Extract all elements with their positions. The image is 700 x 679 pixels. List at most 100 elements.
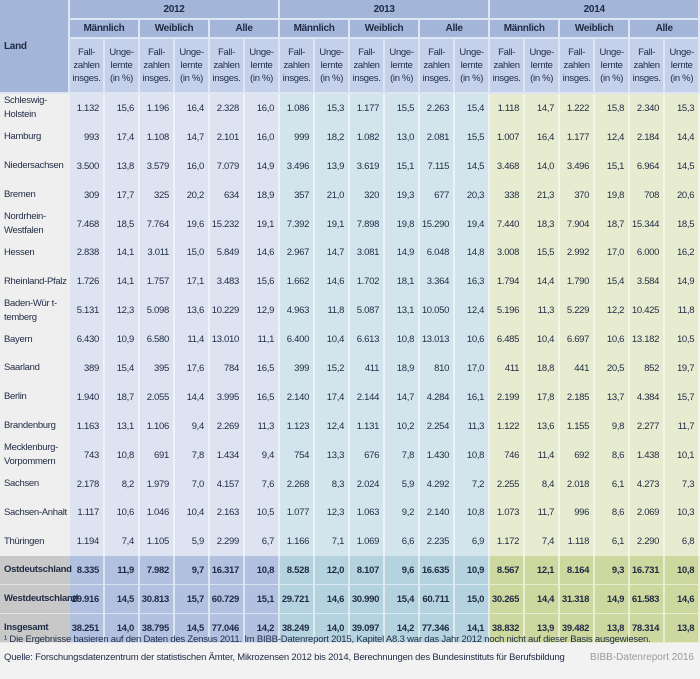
unskilled-percent-cell: 10,8	[385, 325, 421, 355]
cases-cell: 1.163	[70, 411, 105, 441]
cases-cell: 1.132	[70, 94, 105, 123]
cases-header: Fall- zahlen insges.	[630, 39, 666, 94]
land-name: Hamburg	[0, 122, 70, 152]
unskilled-percent-cell: 18,5	[105, 209, 140, 239]
cases-cell: 2.290	[630, 527, 666, 557]
unskilled-percent-cell: 18,3	[525, 209, 561, 239]
cases-cell: 677	[420, 180, 456, 210]
cases-cell: 3.619	[350, 151, 386, 181]
unskilled-percent-cell: 7,8	[175, 440, 210, 470]
cases-cell: 993	[70, 122, 105, 152]
cases-cell: 78.314	[630, 614, 666, 644]
year-header-row: Land 2012 2013 2014	[0, 0, 700, 94]
unskilled-percent-cell: 13,6	[175, 296, 210, 326]
cases-cell: 7.898	[350, 209, 386, 239]
unskilled-percent-cell: 10,1	[665, 440, 700, 470]
cases-cell: 1.434	[210, 440, 245, 470]
cases-cell: 1.166	[280, 527, 316, 557]
cases-cell: 1.117	[70, 498, 105, 528]
unskilled-percent-header: Unge- lernte (in %)	[525, 39, 561, 94]
cases-cell: 441	[560, 354, 596, 383]
cases-header: Fall- zahlen insges.	[280, 39, 316, 94]
cases-cell: 1.940	[70, 382, 105, 412]
unskilled-percent-cell: 15,1	[595, 151, 631, 181]
unskilled-percent-cell: 14,0	[105, 614, 140, 644]
cases-cell: 2.269	[210, 411, 245, 441]
land-name: Mecklenburg- Vorpommern	[0, 440, 70, 470]
cases-cell: 1.118	[560, 527, 596, 557]
cases-cell: 411	[490, 354, 526, 383]
cases-cell: 30.813	[140, 585, 175, 615]
cases-cell: 411	[350, 354, 386, 383]
land-name: Sachsen	[0, 469, 70, 499]
footnote: ¹ Die Ergebnisse basieren auf den Daten …	[4, 634, 651, 645]
cases-cell: 2.199	[490, 382, 526, 412]
unskilled-percent-cell: 14,4	[525, 267, 561, 297]
cases-cell: 10.050	[420, 296, 456, 326]
unskilled-percent-cell: 14,5	[665, 151, 700, 181]
unskilled-percent-cell: 16,2	[665, 238, 700, 268]
cases-cell: 708	[630, 180, 666, 210]
gender-header: Weiblich	[140, 20, 210, 39]
summary-row: Ostdeutschland 8.335 11,9 7.982 9,7 16.317 10,…	[0, 556, 700, 586]
unskilled-percent-cell: 17,7	[105, 180, 140, 210]
unskilled-percent-cell: 5,9	[175, 527, 210, 557]
unskilled-percent-cell: 14,6	[665, 585, 700, 615]
unskilled-percent-cell: 12,4	[315, 411, 351, 441]
cases-cell: 2.144	[350, 382, 386, 412]
unskilled-percent-cell: 7,0	[175, 469, 210, 499]
cases-cell: 16.731	[630, 556, 666, 586]
unskilled-percent-cell: 13,3	[315, 440, 351, 470]
cases-cell: 29.916	[70, 585, 105, 615]
unskilled-percent-cell: 12,2	[595, 296, 631, 326]
cases-cell: 3.584	[630, 267, 666, 297]
unskilled-percent-cell: 15,4	[455, 94, 491, 123]
land-name: Insgesamt	[0, 614, 70, 644]
cases-cell: 1.077	[280, 498, 316, 528]
cases-cell: 1.702	[350, 267, 386, 297]
cases-cell: 6.697	[560, 325, 596, 355]
unskilled-percent-cell: 8,4	[525, 469, 561, 499]
cases-cell: 15.290	[420, 209, 456, 239]
unskilled-percent-cell: 7,1	[315, 527, 351, 557]
unskilled-percent-cell: 17,4	[105, 122, 140, 152]
cases-cell: 7.982	[140, 556, 175, 586]
unskilled-percent-cell: 10,8	[455, 440, 491, 470]
year-header: 2014	[490, 0, 700, 20]
unskilled-percent-cell: 10,8	[245, 556, 281, 586]
cases-cell: 1.108	[140, 122, 175, 152]
unskilled-percent-cell: 14,1	[455, 614, 491, 644]
cases-cell: 5.229	[560, 296, 596, 326]
unskilled-percent-cell: 14,8	[455, 238, 491, 268]
cases-cell: 1.196	[140, 94, 175, 123]
cases-cell: 2.254	[420, 411, 456, 441]
cases-header: Fall- zahlen insges.	[560, 39, 596, 94]
unskilled-percent-cell: 14,4	[175, 382, 210, 412]
unskilled-percent-cell: 6,8	[665, 527, 700, 557]
cases-cell: 5.087	[350, 296, 386, 326]
cases-cell: 3.500	[70, 151, 105, 181]
unskilled-percent-cell: 18,7	[105, 382, 140, 412]
cases-cell: 1.177	[560, 122, 596, 152]
unskilled-percent-cell: 7,4	[525, 527, 561, 557]
land-name: Rheinland-Pfalz	[0, 267, 70, 297]
unskilled-percent-cell: 16,0	[175, 151, 210, 181]
cases-cell: 2.340	[630, 94, 666, 123]
unskilled-percent-cell: 18,9	[245, 180, 281, 210]
unskilled-percent-cell: 10,5	[245, 498, 281, 528]
land-name: Hessen	[0, 238, 70, 268]
cases-cell: 399	[280, 354, 316, 383]
land-name: Niedersachsen	[0, 151, 70, 181]
unskilled-percent-cell: 10,2	[385, 411, 421, 441]
unskilled-percent-cell: 18,1	[385, 267, 421, 297]
land-name: Bremen	[0, 180, 70, 210]
unskilled-percent-cell: 19,3	[385, 180, 421, 210]
table-row: Thüringen 1.194 7,4 1.105 5,9 2.299 6,7 1.166 7,…	[0, 527, 700, 557]
unskilled-percent-cell: 10,8	[105, 440, 140, 470]
unskilled-percent-cell: 8,6	[595, 440, 631, 470]
cases-cell: 16.317	[210, 556, 245, 586]
cases-cell: 1.177	[350, 94, 386, 123]
unskilled-percent-cell: 14,9	[595, 585, 631, 615]
table-row: Saarland 389 15,4 395 17,6 784 16,5 399 15,2 411 1…	[0, 354, 700, 383]
cases-cell: 4.292	[420, 469, 456, 499]
